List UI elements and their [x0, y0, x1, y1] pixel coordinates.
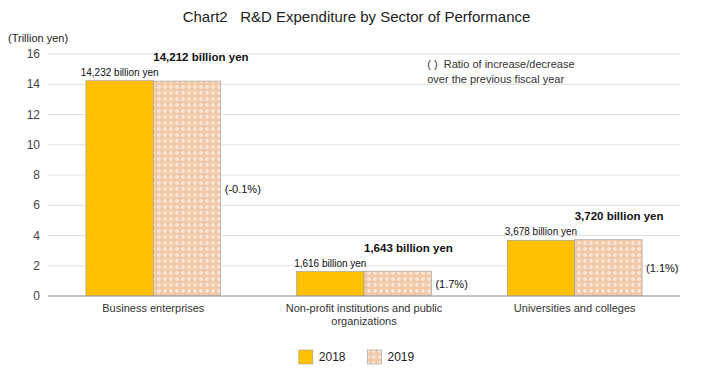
x-tick-label-line: Universities and colleges: [514, 302, 636, 314]
y-tick-label: 6: [33, 198, 40, 212]
grid: [48, 54, 680, 296]
y-tick-label: 12: [27, 108, 41, 122]
y-tick-label: 2: [33, 259, 40, 273]
y-tick-label: 0: [33, 289, 40, 303]
bar: [507, 240, 574, 296]
legend-swatch: [368, 350, 382, 364]
x-tick-label: Universities and colleges: [514, 302, 636, 314]
y-tick-label: 14: [27, 77, 41, 91]
x-tick-label: Business enterprises: [102, 302, 205, 314]
legend-swatch: [299, 350, 313, 364]
x-axis-line: [48, 296, 680, 297]
note: ( ) Ratio of increase/decrease: [427, 58, 574, 70]
title: Chart2 R&D Expenditure by Sector of Perf…: [183, 8, 531, 25]
ratio-label: (-0.1%): [225, 183, 261, 195]
y-tick-label: 10: [27, 138, 41, 152]
data-label: 14,212 billion yen: [153, 51, 248, 63]
y-tick-label: 8: [33, 168, 40, 182]
x-tick-label-line: Business enterprises: [102, 302, 205, 314]
y-tick-label: 4: [33, 229, 40, 243]
bars: [86, 81, 642, 296]
legend: 2018 2019: [299, 350, 415, 364]
x-tick-label: Non-profit institutions and publicorgani…: [286, 302, 443, 327]
note: over the previous fiscal year: [427, 73, 564, 85]
x-tick-label-line: organizations: [331, 315, 397, 327]
data-label: 3,720 billion yen: [575, 210, 664, 222]
data-label: 14,232 billion yen: [81, 67, 159, 78]
data-label: 1,616 billion yen: [294, 258, 366, 269]
data-label: 1,643 billion yen: [364, 242, 453, 254]
bar: [86, 81, 153, 296]
legend-label: 2018: [319, 350, 346, 364]
y-label: (Trillion yen): [8, 32, 68, 44]
grid-line: [48, 54, 680, 55]
ratio-label: (1.1%): [646, 262, 678, 274]
grid-line: [48, 296, 680, 297]
ratio-label: (1.7%): [435, 278, 467, 290]
data-label: 3,678 billion yen: [505, 226, 577, 237]
x-tick-label-line: Non-profit institutions and public: [286, 302, 443, 314]
bar: [575, 240, 642, 296]
bar: [153, 81, 220, 296]
y-tick-label: 16: [27, 47, 41, 61]
bar: [364, 271, 431, 296]
legend-label: 2019: [388, 350, 415, 364]
bar: [297, 272, 364, 296]
chart: Chart2 R&D Expenditure by Sector of Perf…: [0, 0, 713, 375]
